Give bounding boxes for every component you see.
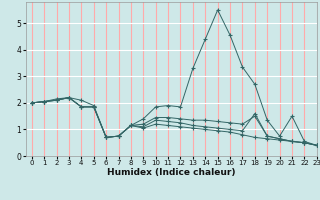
X-axis label: Humidex (Indice chaleur): Humidex (Indice chaleur) <box>107 168 236 177</box>
